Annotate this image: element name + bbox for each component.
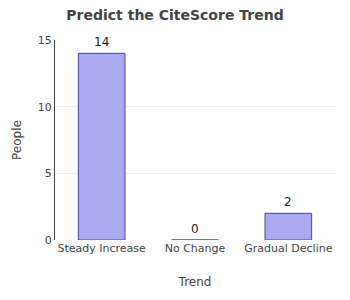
svg-text:Predict the CiteScore Trend: Predict the CiteScore Trend: [66, 7, 283, 23]
svg-text:Gradual Decline: Gradual Decline: [244, 242, 332, 255]
svg-text:People: People: [10, 120, 24, 160]
svg-text:14: 14: [94, 35, 109, 49]
svg-text:5: 5: [45, 167, 52, 180]
svg-text:Steady Increase: Steady Increase: [57, 242, 146, 255]
svg-text:Trend: Trend: [178, 275, 212, 289]
svg-text:2: 2: [284, 195, 292, 209]
svg-text:10: 10: [38, 101, 52, 114]
svg-text:15: 15: [38, 34, 52, 47]
svg-text:0: 0: [45, 234, 52, 247]
svg-text:0: 0: [191, 222, 199, 236]
svg-text:No Change: No Change: [165, 242, 226, 255]
